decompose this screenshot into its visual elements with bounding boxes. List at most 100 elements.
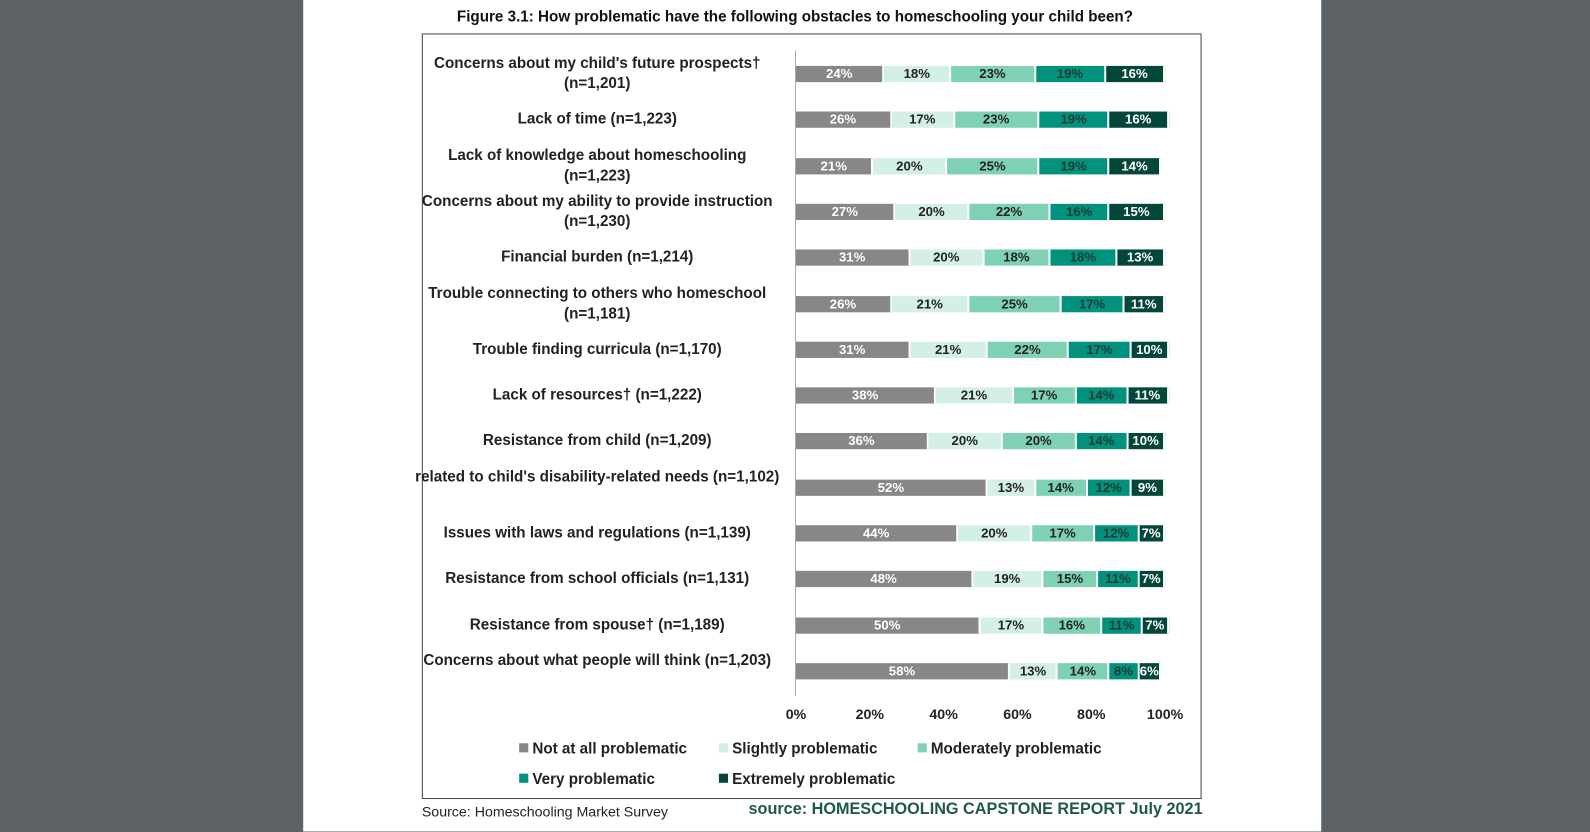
bar-segment-moderately-problematic: 16% (1043, 617, 1103, 634)
bar-segment-moderately-problematic: 23% (954, 111, 1040, 129)
bar-segment-extremely-problematic: 16% (1109, 111, 1169, 129)
bar-segment-not-at-all-problematic: 21% (795, 157, 874, 174)
bar-segment-slightly-problematic: 18% (884, 65, 952, 83)
bar-segment-very-problematic: 12% (1094, 525, 1140, 542)
bar-segment-extremely-problematic: 11% (1124, 295, 1166, 312)
bar-segment-not-at-all-problematic: 48% (795, 571, 974, 588)
bar-segment-very-problematic: 17% (1069, 341, 1132, 358)
category-label: Resistance from child (n=1,209) (482, 432, 712, 450)
category-label: Trouble connecting to others who homesch… (428, 284, 767, 322)
bar-segment-not-at-all-problematic: 26% (795, 295, 892, 312)
bar-segment-slightly-problematic: 17% (980, 617, 1044, 634)
bar-segment-not-at-all-problematic: 31% (795, 249, 911, 266)
bar-segment-extremely-problematic: 9% (1131, 479, 1166, 496)
bar-segment-very-problematic: 19% (1039, 111, 1110, 129)
bar-segment-not-at-all-problematic: 52% (795, 479, 988, 496)
legend-swatch (519, 773, 529, 783)
category-label: Lack of knowledge about homeschooling (n… (448, 146, 747, 185)
bar-segment-slightly-problematic: 20% (928, 433, 1003, 450)
x-tick-label: 40% (929, 705, 958, 722)
legend-label: Very problematic (532, 770, 655, 788)
chart-frame (421, 33, 1202, 800)
legend-label: Not at all problematic (532, 740, 688, 758)
bar-segment-not-at-all-problematic: 36% (795, 433, 929, 450)
bar-segment-very-problematic: 19% (1035, 65, 1107, 83)
bar-segment-moderately-problematic: 23% (951, 65, 1036, 83)
legend-swatch (718, 773, 729, 783)
bar-segment-moderately-problematic: 14% (1058, 663, 1110, 680)
bar-segment-slightly-problematic: 21% (910, 341, 988, 358)
category-label: Concerns about my child's future prospec… (434, 54, 761, 93)
category-label: related to child's disability-related ne… (415, 468, 780, 486)
bar-segment-slightly-problematic: 20% (910, 249, 985, 266)
bar-segment-very-problematic: 8% (1109, 663, 1140, 680)
legend-item: Slightly problematic (718, 740, 878, 758)
source-watermark: source: HOMESCHOOLING CAPSTONE REPORT Ju… (748, 801, 1203, 819)
legend-item: Moderately problematic (917, 740, 1102, 757)
category-label: Financial burden (n=1,214) (501, 248, 694, 266)
legend-item: Very problematic (519, 771, 655, 788)
bar-segment-not-at-all-problematic: 24% (795, 65, 885, 83)
bar-segment-slightly-problematic: 13% (1010, 663, 1059, 680)
category-label: Issues with laws and regulations (n=1,13… (443, 524, 751, 542)
bar-segment-not-at-all-problematic: 58% (795, 663, 1011, 680)
bar-segment-moderately-problematic: 14% (1035, 479, 1088, 496)
bar-segment-slightly-problematic: 20% (895, 203, 970, 220)
bar-segment-extremely-problematic: 7% (1139, 525, 1166, 542)
x-tick-label: 80% (1077, 705, 1106, 722)
category-label: Trouble finding curricula (n=1,170) (472, 340, 722, 358)
bar-segment-not-at-all-problematic: 38% (795, 387, 937, 404)
bar-segment-moderately-problematic: 22% (969, 203, 1051, 220)
bar-segment-slightly-problematic: 13% (987, 479, 1036, 496)
bar-segment-moderately-problematic: 25% (969, 295, 1062, 312)
legend-swatch (519, 743, 529, 753)
bar-segment-not-at-all-problematic: 27% (795, 203, 896, 220)
y-axis-line (794, 50, 796, 696)
bar-segment-moderately-problematic: 17% (1013, 387, 1077, 404)
bar-segment-very-problematic: 18% (1050, 249, 1118, 266)
x-tick-label: 60% (1003, 705, 1032, 722)
bar-segment-slightly-problematic: 21% (936, 387, 1014, 404)
bar-segment-very-problematic: 11% (1098, 571, 1140, 588)
bar-segment-moderately-problematic: 25% (947, 157, 1040, 174)
bar-segment-extremely-problematic: 14% (1109, 157, 1162, 174)
chart-title: Figure 3.1: How problematic have the fol… (456, 8, 1134, 26)
bar-segment-not-at-all-problematic: 31% (795, 341, 911, 358)
bar-segment-slightly-problematic: 17% (891, 111, 955, 129)
category-label: Lack of time (n=1,223) (517, 110, 677, 129)
bar-segment-slightly-problematic: 19% (973, 571, 1044, 588)
bar-segment-not-at-all-problematic: 26% (795, 111, 892, 129)
document-page (303, 0, 1322, 832)
bar-segment-very-problematic: 19% (1039, 157, 1110, 174)
category-label: Resistance from school officials (n=1,13… (445, 570, 750, 588)
legend-swatch (718, 743, 729, 753)
bar-segment-extremely-problematic: 6% (1139, 663, 1162, 680)
bar-segment-extremely-problematic: 13% (1117, 249, 1166, 266)
legend-swatch (917, 743, 927, 753)
bar-segment-moderately-problematic: 17% (1032, 525, 1095, 542)
bar-segment-extremely-problematic: 10% (1131, 341, 1169, 358)
bar-segment-moderately-problematic: 15% (1043, 571, 1099, 588)
bar-segment-very-problematic: 16% (1050, 203, 1110, 220)
bar-segment-very-problematic: 12% (1087, 479, 1132, 496)
bar-segment-extremely-problematic: 15% (1109, 203, 1166, 220)
bar-segment-slightly-problematic: 20% (958, 525, 1033, 542)
legend-item: Not at all problematic (519, 740, 687, 757)
legend-label: Extremely problematic (732, 770, 896, 788)
bar-segment-moderately-problematic: 22% (987, 341, 1070, 358)
category-label: Lack of resources† (n=1,222) (492, 386, 702, 404)
bar-segment-slightly-problematic: 21% (891, 295, 970, 312)
bar-segment-extremely-problematic: 11% (1128, 387, 1169, 404)
bar-segment-extremely-problematic: 7% (1142, 617, 1169, 634)
legend-label: Slightly problematic (732, 740, 878, 758)
bar-segment-moderately-problematic: 18% (984, 249, 1051, 266)
bar-segment-extremely-problematic: 16% (1106, 65, 1166, 83)
source-note: Source: Homeschooling Market Survey (421, 803, 669, 820)
category-label: Resistance from spouse† (n=1,189) (469, 616, 725, 634)
category-label: Concerns about what people will think (n… (423, 651, 772, 670)
bar-segment-very-problematic: 14% (1076, 387, 1129, 404)
category-label: Concerns about my ability to provide ins… (421, 192, 773, 231)
bar-segment-very-problematic: 14% (1076, 433, 1129, 450)
bar-segment-slightly-problematic: 20% (873, 157, 948, 174)
x-tick-label: 0% (785, 705, 807, 722)
